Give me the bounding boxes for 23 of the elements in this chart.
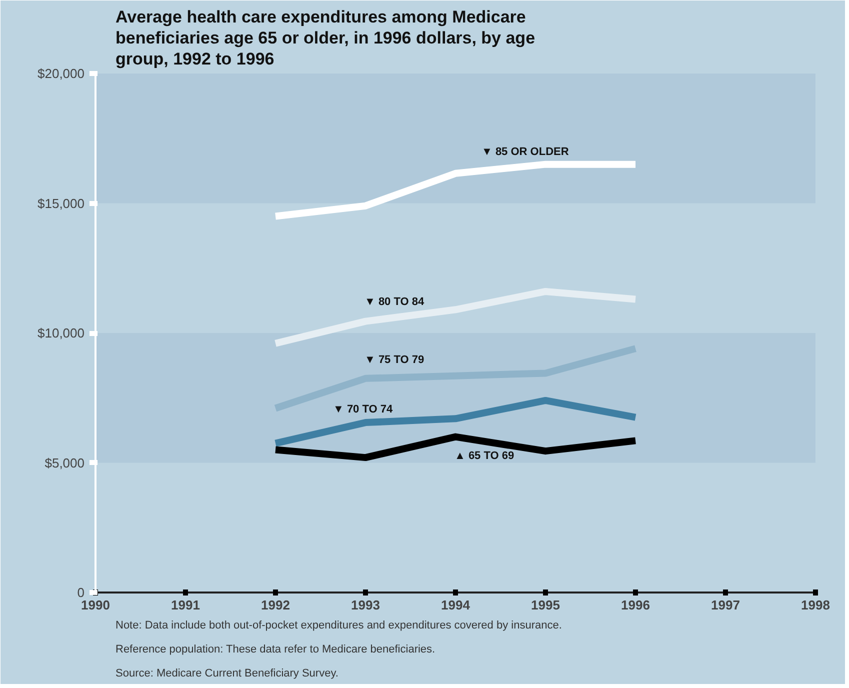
x-tick-label: 1994 [441, 598, 471, 612]
chart-title: Average health care expenditures among Medicare beneficiaries age 65 or older, in 1996 dollars, by age group, 1992 to 1996 [116, 8, 536, 68]
y-tick-label: $10,000 [38, 326, 85, 340]
x-tick-label: 1998 [801, 598, 830, 612]
x-tick-label: 1992 [261, 598, 290, 612]
series-label: ▼ 85 OR OLDER [482, 146, 569, 158]
series-label: ▼ 70 TO 74 [333, 404, 394, 416]
series-label: ▲ 65 TO 69 [454, 450, 514, 462]
text: Note: Data include both out-of-pocket expenditures and expenditures covered by insurance. [116, 620, 562, 632]
y-tick-label: $20,000 [38, 66, 85, 81]
x-tick-label: 1997 [711, 598, 740, 612]
y-tick-label: $15,000 [38, 196, 85, 211]
text: Reference population: These data refer to Medicare beneficiaries. [116, 644, 436, 656]
x-tick-label: 1990 [81, 598, 110, 612]
x-tick-label: 1996 [621, 598, 650, 612]
y-tick-label: 0 [77, 585, 85, 600]
x-tick-label: 1995 [531, 598, 560, 612]
x-tick-label: 1991 [171, 598, 200, 612]
source-note: Source: Medicare Current Beneficiary Survey. [116, 668, 338, 680]
series-label: ▼ 75 TO 79 [364, 354, 424, 366]
x-tick-label: 1993 [351, 598, 380, 612]
y-tick-label: $5,000 [44, 455, 85, 470]
series-label: ▼ 80 TO 84 [364, 296, 425, 308]
